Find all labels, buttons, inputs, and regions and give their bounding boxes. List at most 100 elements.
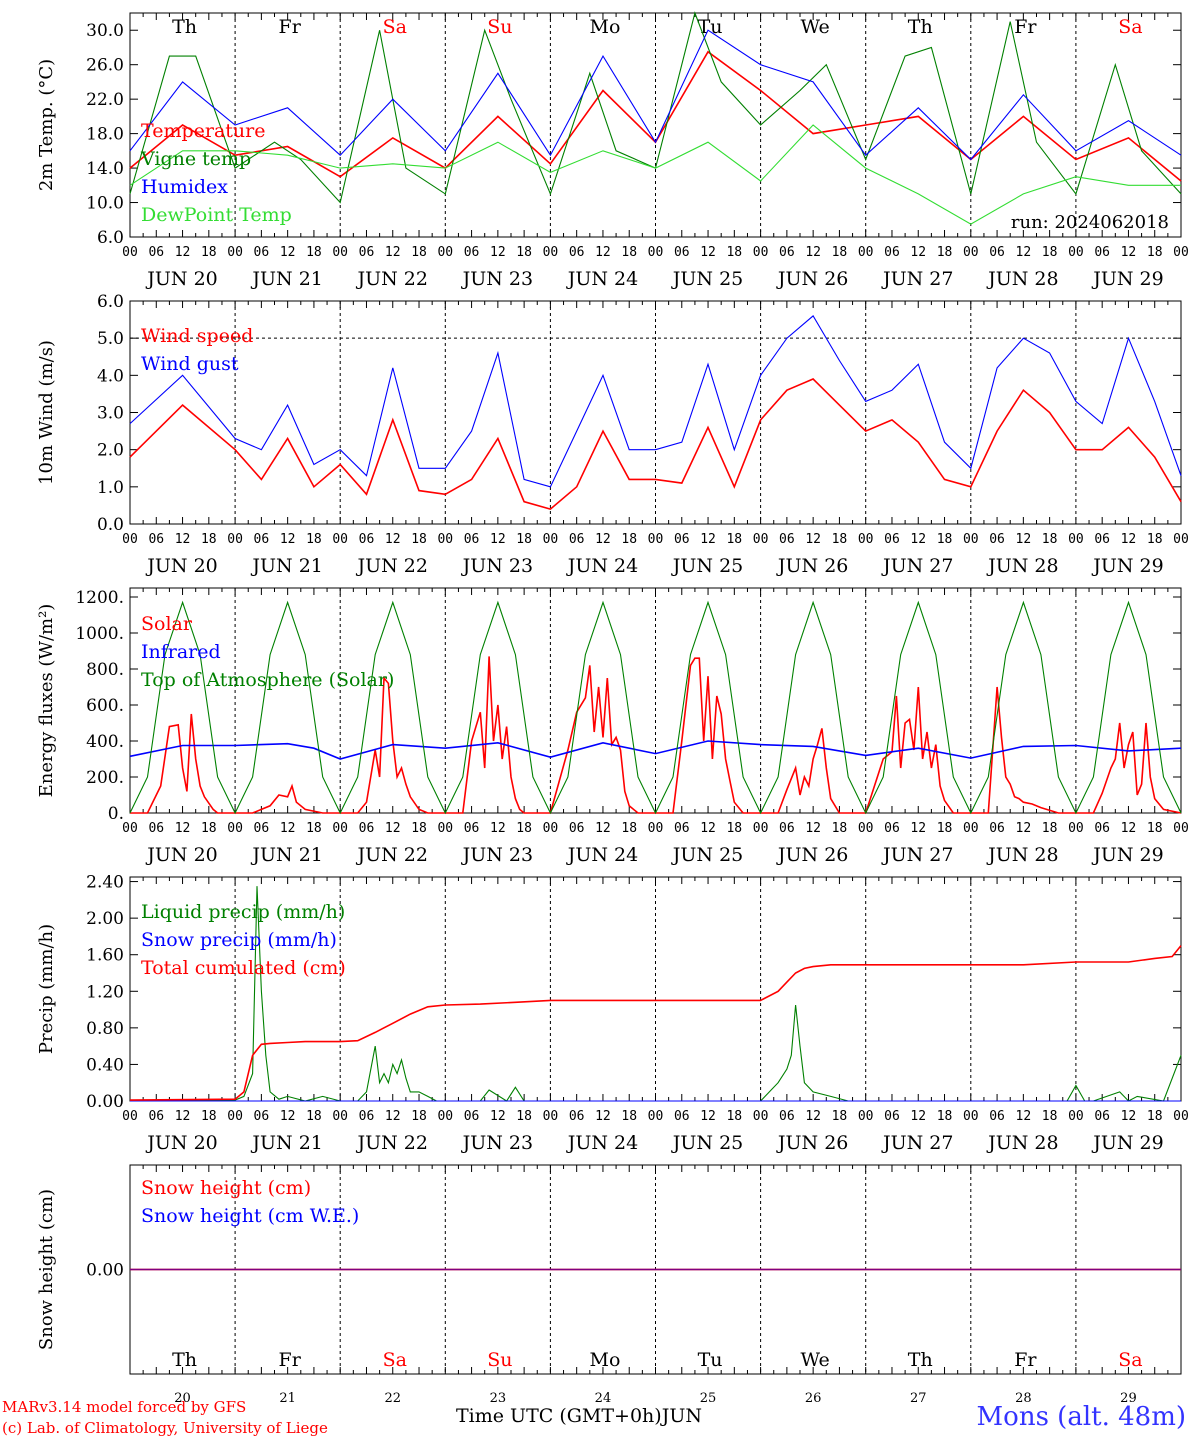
x-hour-label: 18 — [1147, 821, 1163, 836]
x-date-label: JUN 21 — [250, 1132, 322, 1154]
x-hour-label: 00 — [227, 245, 243, 260]
y-tick-label: 400. — [86, 732, 124, 752]
series-line-wind-speed — [129, 378, 1182, 510]
legend-entry: Liquid precip (mm/h) — [141, 901, 345, 923]
x-hour-label: 12 — [595, 532, 611, 547]
x-hour-label: 18 — [832, 821, 848, 836]
run-label: run: 2024062018 — [1011, 212, 1169, 233]
x-day-number-label: 27 — [910, 1391, 927, 1406]
x-hour-label: 18 — [1147, 532, 1163, 547]
x-hour-label: 18 — [201, 245, 217, 260]
x-hour-label: 00 — [753, 821, 769, 836]
x-hour-label: 12 — [700, 821, 716, 836]
time-axis-month: JUN — [661, 1405, 702, 1427]
x-hour-label: 12 — [385, 532, 401, 547]
x-hour-label: 12 — [910, 821, 926, 836]
x-hour-label: 00 — [1068, 245, 1084, 260]
x-hour-label: 00 — [753, 1109, 769, 1124]
x-hour-label: 06 — [1094, 1109, 1110, 1124]
x-hour-label: 18 — [306, 532, 322, 547]
x-date-label: JUN 25 — [671, 1132, 743, 1154]
x-hour-label: 06 — [464, 1109, 480, 1124]
x-hour-label: 12 — [700, 245, 716, 260]
y-tick-label: 26.0 — [86, 56, 124, 76]
x-hour-label: 06 — [674, 245, 690, 260]
y-tick-label: 1.20 — [86, 982, 124, 1002]
lab-credit: (c) Lab. of Climatology, University of L… — [2, 1419, 328, 1437]
day-name-label: Mo — [589, 16, 620, 38]
x-hour-label: 18 — [726, 1109, 742, 1124]
x-hour-label: 00 — [437, 532, 453, 547]
x-hour-label: 12 — [805, 821, 821, 836]
x-date-label: JUN 22 — [356, 1132, 428, 1154]
x-day-number-label: 25 — [700, 1391, 717, 1406]
series-line-infrared — [129, 740, 1182, 760]
x-hour-label: 00 — [332, 1109, 348, 1124]
x-date-label: JUN 25 — [671, 268, 743, 290]
day-name-label: Sa — [383, 16, 407, 38]
x-hour-label: 00 — [1068, 532, 1084, 547]
y-tick-label: 18.0 — [86, 125, 124, 145]
x-hour-label: 06 — [884, 821, 900, 836]
x-hour-label: 18 — [621, 532, 637, 547]
x-hour-label: 06 — [569, 821, 585, 836]
x-hour-label: 00 — [1173, 1109, 1189, 1124]
day-name-label: Fr — [1014, 1349, 1037, 1371]
y-tick-label: 1200. — [75, 588, 124, 608]
x-hour-label: 06 — [779, 821, 795, 836]
x-hour-label: 00 — [543, 821, 559, 836]
x-hour-label: 18 — [516, 821, 532, 836]
x-hour-label: 12 — [1121, 821, 1137, 836]
x-hour-label: 12 — [1121, 532, 1137, 547]
x-date-label: JUN 29 — [1091, 268, 1163, 290]
x-date-label: JUN 23 — [461, 844, 533, 866]
x-date-label: JUN 26 — [776, 1132, 848, 1154]
x-hour-label: 12 — [175, 821, 191, 836]
x-hour-label: 06 — [884, 245, 900, 260]
x-hour-label: 06 — [254, 821, 270, 836]
x-hour-label: 18 — [306, 821, 322, 836]
x-hour-label: 18 — [621, 821, 637, 836]
x-hour-label: 12 — [490, 532, 506, 547]
x-date-label: JUN 25 — [671, 844, 743, 866]
y-tick-label: 0.00 — [86, 1092, 124, 1112]
day-name-label: Fr — [279, 16, 302, 38]
x-hour-label: 00 — [1173, 532, 1189, 547]
x-hour-label: 18 — [621, 1109, 637, 1124]
x-hour-label: 12 — [385, 1109, 401, 1124]
legend-entry: Top of Atmosphere (Solar) — [141, 669, 394, 691]
day-name-label: Th — [908, 1349, 933, 1371]
panel-frame — [129, 300, 1182, 525]
y-tick-label: 800. — [86, 660, 124, 680]
x-hour-label: 18 — [201, 821, 217, 836]
x-hour-label: 00 — [963, 821, 979, 836]
x-date-label: JUN 23 — [461, 1132, 533, 1154]
y-tick-label: 2.00 — [86, 909, 124, 929]
legend-entry: Infrared — [141, 641, 221, 663]
y-axis-label: Energy fluxes (W/m²) — [36, 604, 57, 798]
x-hour-label: 00 — [963, 532, 979, 547]
x-hour-label: 06 — [779, 532, 795, 547]
x-hour-label: 12 — [490, 1109, 506, 1124]
x-hour-label: 06 — [254, 245, 270, 260]
model-credit: MARv3.14 model forced by GFS — [2, 1398, 247, 1416]
x-date-label: JUN 23 — [461, 555, 533, 577]
legend-entry: Snow height (cm W.E.) — [141, 1205, 359, 1227]
x-hour-label: 18 — [937, 532, 953, 547]
x-hour-label: 00 — [543, 245, 559, 260]
x-hour-label: 06 — [359, 821, 375, 836]
y-tick-label: 22.0 — [86, 90, 124, 110]
x-hour-label: 00 — [858, 1109, 874, 1124]
x-hour-label: 12 — [805, 245, 821, 260]
x-hour-label: 12 — [385, 245, 401, 260]
x-hour-label: 12 — [805, 1109, 821, 1124]
x-hour-label: 06 — [779, 1109, 795, 1124]
x-hour-label: 06 — [148, 821, 164, 836]
x-hour-label: 00 — [332, 245, 348, 260]
x-hour-label: 00 — [227, 821, 243, 836]
x-hour-label: 06 — [1094, 245, 1110, 260]
x-hour-label: 12 — [385, 821, 401, 836]
x-hour-label: 06 — [674, 532, 690, 547]
x-hour-label: 00 — [753, 532, 769, 547]
